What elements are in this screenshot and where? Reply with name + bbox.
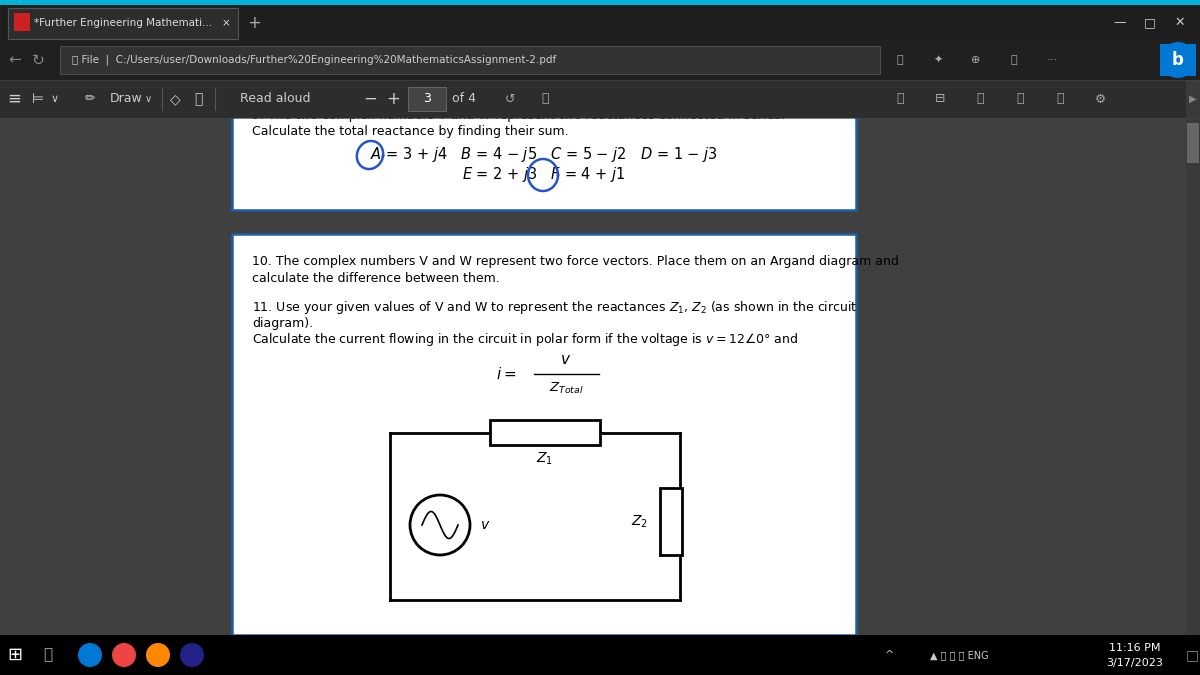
Text: 9. The two complex numbers V and W represent two reactances connected in series.: 9. The two complex numbers V and W repre… bbox=[252, 109, 785, 122]
Text: ✦: ✦ bbox=[934, 55, 943, 65]
Text: b: b bbox=[1172, 51, 1184, 69]
Circle shape bbox=[112, 643, 136, 667]
Text: ⤢: ⤢ bbox=[1056, 92, 1063, 105]
Text: $Z_2$: $Z_2$ bbox=[631, 513, 648, 530]
Text: 🔊: 🔊 bbox=[541, 92, 548, 105]
Text: ◇: ◇ bbox=[169, 92, 180, 106]
Circle shape bbox=[146, 643, 170, 667]
Text: ⚙: ⚙ bbox=[1094, 92, 1105, 105]
Text: 🔍: 🔍 bbox=[896, 92, 904, 105]
Text: ⓘ File  |  C:/Users/user/Downloads/Further%20Engineering%20MathematicsAssignment: ⓘ File | C:/Users/user/Downloads/Further… bbox=[72, 55, 557, 65]
Text: 👤: 👤 bbox=[1010, 55, 1018, 65]
Text: $Z_1$: $Z_1$ bbox=[536, 451, 553, 467]
Circle shape bbox=[410, 495, 470, 555]
Bar bbox=[1187, 123, 1199, 163]
Bar bbox=[0, 635, 1200, 675]
Bar bbox=[0, 5, 1200, 40]
Text: —: — bbox=[1114, 16, 1127, 29]
Bar bbox=[408, 87, 446, 111]
Bar bbox=[1160, 44, 1196, 76]
Bar bbox=[0, 210, 1200, 234]
Bar bbox=[232, 234, 856, 635]
Text: ↻: ↻ bbox=[31, 53, 44, 68]
Text: ⊟: ⊟ bbox=[935, 92, 946, 105]
Text: □: □ bbox=[1186, 648, 1199, 662]
Bar bbox=[8, 8, 238, 39]
Text: +: + bbox=[247, 14, 260, 32]
Text: +: + bbox=[386, 90, 400, 108]
Text: *Further Engineering Mathemati...   ×: *Further Engineering Mathemati... × bbox=[34, 18, 230, 28]
Bar bbox=[1186, 118, 1200, 635]
Text: 11. Use your given values of V and W to represent the reactances $Z_1$, $Z_2$ (a: 11. Use your given values of V and W to … bbox=[252, 300, 858, 317]
Bar bbox=[232, 100, 856, 210]
Text: Read aloud: Read aloud bbox=[240, 92, 311, 105]
Text: 11:16 PM: 11:16 PM bbox=[1109, 643, 1160, 653]
Text: ⊕: ⊕ bbox=[971, 55, 980, 65]
Bar bbox=[14, 13, 30, 31]
Bar bbox=[660, 488, 682, 555]
Text: $E$ = 2 + $j$3   $F$ = 4 + $j$1: $E$ = 2 + $j$3 $F$ = 4 + $j$1 bbox=[462, 165, 626, 184]
Text: Calculate the total reactance by finding their sum.: Calculate the total reactance by finding… bbox=[252, 126, 569, 138]
Text: ▶: ▶ bbox=[1189, 94, 1196, 104]
Text: $i =$: $i =$ bbox=[496, 366, 516, 382]
Circle shape bbox=[1160, 42, 1196, 78]
Text: 🖫: 🖫 bbox=[977, 92, 984, 105]
Bar bbox=[0, 0, 1200, 5]
Circle shape bbox=[180, 643, 204, 667]
Text: 10. The complex numbers V and W represent two force vectors. Place them on an Ar: 10. The complex numbers V and W represen… bbox=[252, 256, 899, 269]
Text: ≡: ≡ bbox=[7, 90, 20, 108]
Text: ▲ 🔋 📶 🔊 ENG: ▲ 🔋 📶 🔊 ENG bbox=[930, 650, 989, 660]
Text: $v$: $v$ bbox=[560, 352, 571, 367]
Bar bbox=[0, 80, 1200, 118]
Text: of 4: of 4 bbox=[452, 92, 476, 105]
Bar bbox=[60, 46, 880, 74]
Text: 🖉: 🖉 bbox=[1016, 92, 1024, 105]
Text: diagram).: diagram). bbox=[252, 317, 313, 331]
Text: ∨: ∨ bbox=[144, 94, 151, 104]
Text: ∨: ∨ bbox=[50, 94, 59, 104]
Bar bbox=[490, 420, 600, 445]
Text: −: − bbox=[364, 90, 377, 108]
Text: ↺: ↺ bbox=[505, 92, 515, 105]
Text: ✏: ✏ bbox=[85, 92, 95, 105]
Text: ⊞: ⊞ bbox=[7, 646, 23, 664]
Text: Calculate the current flowing in the circuit in polar form if the voltage is $v : Calculate the current flowing in the cir… bbox=[252, 331, 798, 348]
Text: ⬜: ⬜ bbox=[194, 92, 202, 106]
Text: 3: 3 bbox=[424, 92, 431, 105]
Text: $Z_{Total}$: $Z_{Total}$ bbox=[548, 381, 583, 396]
Bar bbox=[0, 40, 1200, 80]
Circle shape bbox=[78, 643, 102, 667]
Text: □: □ bbox=[1144, 16, 1156, 29]
Bar bbox=[1186, 80, 1200, 118]
Bar bbox=[0, 118, 1200, 635]
Text: Draw: Draw bbox=[110, 92, 143, 105]
Text: ^: ^ bbox=[886, 650, 895, 660]
Text: $A$ = 3 + $j$4   $B$ = 4 − $j$5   $C$ = 5 − $j$2   $D$ = 1 − $j$3: $A$ = 3 + $j$4 $B$ = 4 − $j$5 $C$ = 5 − … bbox=[370, 146, 718, 165]
Text: ⊨: ⊨ bbox=[32, 92, 44, 106]
Text: 🔍: 🔍 bbox=[43, 647, 53, 662]
Text: ←: ← bbox=[8, 53, 22, 68]
Text: 3/17/2023: 3/17/2023 bbox=[1106, 658, 1164, 668]
Text: ···: ··· bbox=[1046, 55, 1057, 65]
Text: ✕: ✕ bbox=[1175, 16, 1186, 29]
Text: $v$: $v$ bbox=[480, 518, 491, 532]
Text: 🔍: 🔍 bbox=[896, 55, 904, 65]
Text: calculate the difference between them.: calculate the difference between them. bbox=[252, 271, 499, 284]
